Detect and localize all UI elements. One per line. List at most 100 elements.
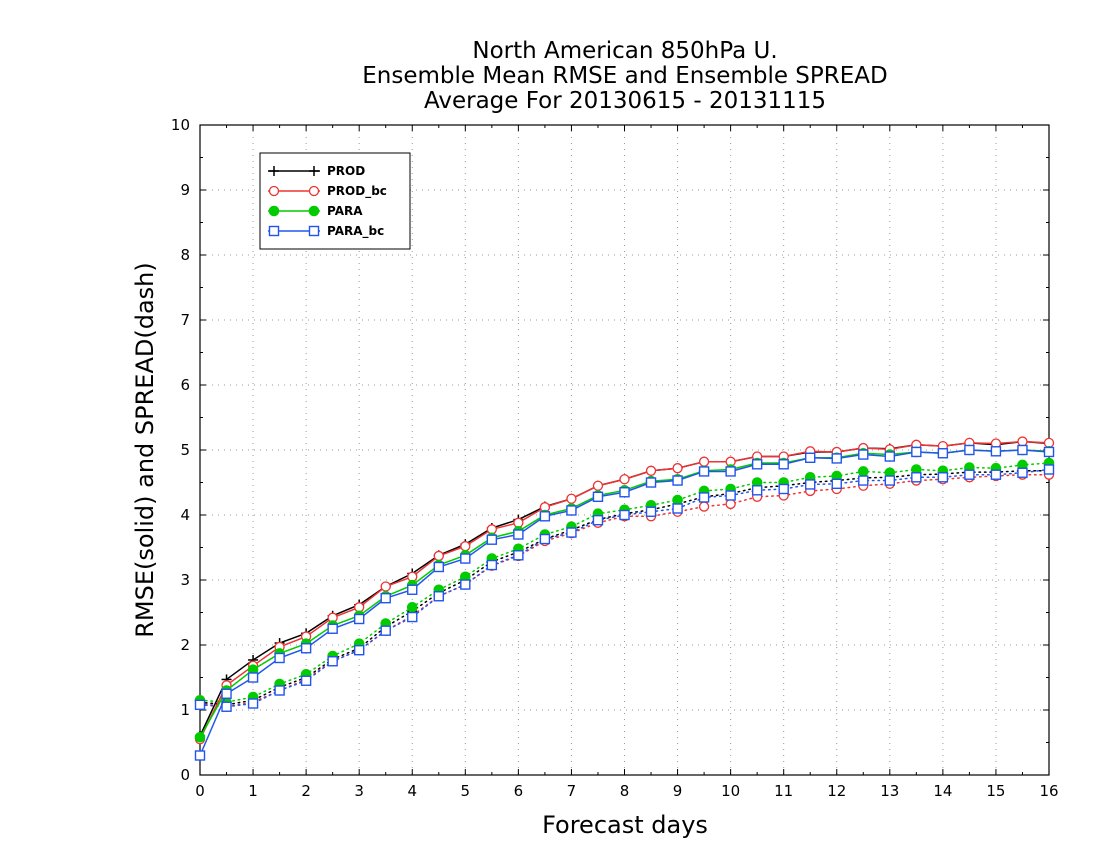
rmse-point: [194, 750, 206, 761]
rmse-point: [831, 453, 842, 464]
spread-point: [247, 698, 259, 709]
x-tick-label: 5: [461, 782, 471, 800]
spread-point: [672, 503, 683, 514]
spread-point: [964, 469, 975, 480]
legend-marker-right: [308, 225, 320, 237]
spread-point: [353, 645, 365, 656]
rmse-point: [327, 623, 338, 634]
spread-point: [725, 498, 736, 510]
legend-entry-para: PARA: [268, 204, 363, 218]
rmse-point: [194, 732, 206, 743]
y-tick-label: 9: [180, 181, 190, 199]
rmse-point: [592, 480, 604, 491]
rmse-point: [698, 466, 710, 477]
legend-marker-right: [308, 185, 320, 197]
spread-point: [990, 469, 1002, 480]
x-tick-label: 3: [354, 782, 364, 800]
rmse-point: [645, 465, 657, 476]
rmse-point: [460, 553, 471, 564]
legend-label: PROD: [327, 164, 365, 178]
spread-point: [1043, 464, 1055, 475]
y-tick-label: 4: [180, 506, 190, 524]
series-prod-bc-rmse: [194, 436, 1055, 745]
spread-point: [805, 479, 816, 490]
rmse-point: [486, 534, 498, 545]
x-axis-label: Forecast days: [542, 811, 708, 839]
rmse-point: [990, 446, 1002, 457]
spread-point: [300, 675, 312, 686]
y-tick-label: 6: [180, 376, 190, 394]
spread-point: [194, 699, 206, 710]
rmse-point: [964, 444, 975, 456]
rmse-point: [884, 451, 896, 462]
y-axis-label: RMSE(solid) and SPREAD(dash): [131, 262, 159, 638]
series-group: [194, 436, 1055, 761]
rmse-point: [1017, 436, 1028, 447]
rmse-point: [592, 491, 604, 502]
chart-title-line-2: Ensemble Mean RMSE and Ensemble SPREAD: [362, 63, 887, 89]
y-tick-label: 0: [180, 766, 190, 784]
x-tick-label: 7: [567, 782, 577, 800]
x-tick-label: 4: [407, 782, 417, 800]
x-tick-label: 14: [933, 782, 952, 800]
spread-point: [778, 483, 789, 495]
x-tick-label: 9: [673, 782, 683, 800]
legend: PROD PROD_bc PARA PARA_bc: [259, 152, 411, 250]
rmse-point: [805, 452, 816, 463]
rmse-point: [221, 688, 232, 699]
rmse-point: [566, 493, 577, 504]
rmse-point: [778, 459, 789, 470]
x-tick-label: 15: [986, 782, 1005, 800]
x-tick-label: 10: [721, 782, 740, 800]
spread-point: [831, 478, 842, 489]
chart-title-line-3: Average For 20130615 - 20131115: [424, 88, 826, 114]
spread-point: [645, 506, 657, 517]
x-tick-label: 6: [514, 782, 524, 800]
rmse-point: [433, 561, 444, 573]
legend-marker-right: [308, 205, 320, 217]
rmse-point: [247, 672, 259, 683]
legend-marker-left: [268, 225, 280, 237]
rmse-point: [1043, 446, 1055, 458]
spread-point: [406, 602, 418, 613]
rmse-point: [619, 487, 630, 498]
spread-point: [433, 591, 444, 602]
spread-point: [725, 490, 736, 501]
rmse-point: [858, 449, 869, 460]
spread-point: [513, 550, 524, 561]
spread-point: [698, 492, 710, 503]
spread-point: [539, 533, 551, 545]
legend-entry-prod-bc: PROD_bc: [268, 184, 387, 199]
y-tick-label: 3: [180, 571, 190, 589]
y-tick-label: 8: [180, 246, 190, 264]
spread-point: [407, 611, 418, 623]
rmse-point: [1017, 444, 1028, 456]
legend-marker-left: [268, 205, 280, 217]
rmse-point: [672, 475, 683, 486]
rmse-point: [725, 466, 736, 477]
rmse-point: [380, 593, 391, 604]
spread-line: [199, 462, 1050, 703]
spread-point: [380, 625, 391, 636]
rmse-point: [407, 584, 418, 595]
rmse-point: [539, 511, 551, 522]
rmse-point: [751, 459, 763, 470]
series-para-bc-spread: [194, 464, 1055, 712]
rmse-point: [645, 477, 657, 488]
spread-point: [327, 656, 338, 667]
spread-point: [698, 501, 710, 512]
spread-point: [486, 559, 498, 571]
rmse-point: [937, 448, 949, 459]
spread-point: [221, 701, 232, 712]
spread-point: [884, 475, 896, 486]
chart-title-line-1: North American 850hPa U.: [472, 38, 777, 64]
spread-point: [1017, 467, 1028, 478]
rmse-point: [380, 581, 391, 592]
rmse-point: [274, 652, 285, 664]
rmse-point: [911, 446, 922, 458]
x-tick-label: 1: [248, 782, 258, 800]
rmse-point: [300, 643, 312, 654]
legend-box: [259, 152, 411, 250]
spread-point: [858, 475, 869, 486]
